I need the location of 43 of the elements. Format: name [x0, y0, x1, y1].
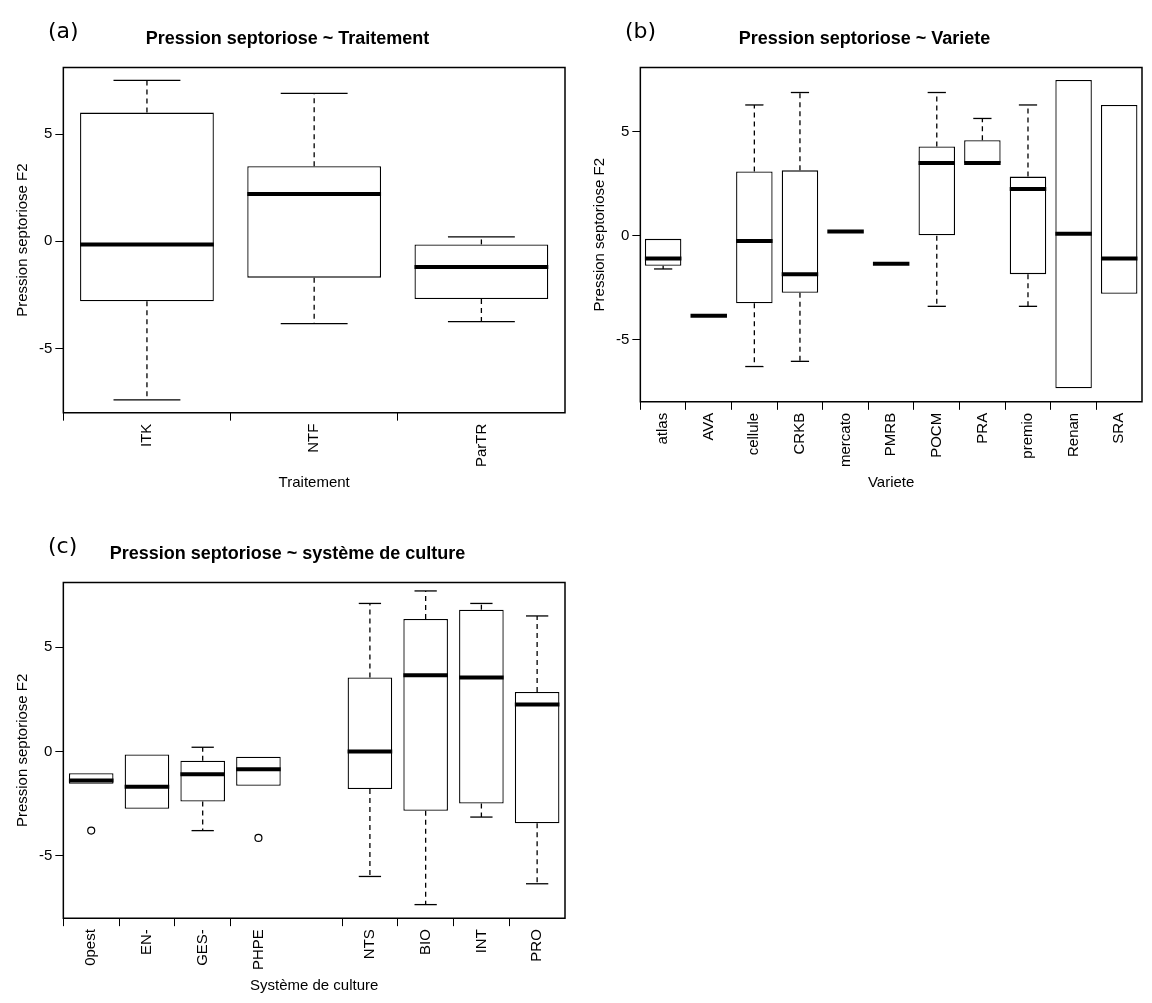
x-tick-label: CRKB	[790, 412, 808, 455]
x-tick-label: premio	[1018, 412, 1036, 459]
chart-title: Pression septoriose ~ Traitement	[145, 27, 430, 48]
x-tick-label: mercato	[835, 412, 853, 467]
x-axis-title: Système de culture	[249, 976, 379, 994]
x-tick-label: PRO	[527, 929, 545, 962]
x-tick-label: SRA	[1109, 412, 1127, 444]
x-tick-label: GES-	[192, 929, 210, 966]
text: (b)	[625, 18, 657, 43]
chart-title: Pression septoriose ~ Variete	[738, 27, 991, 48]
y-axis-title: Pression septoriose F2	[13, 163, 31, 317]
y-tick-label: 5	[43, 124, 53, 142]
y-tick-label: 5	[620, 122, 630, 140]
y-axis-title: Pression septoriose F2	[13, 673, 31, 828]
x-tick-label: AVA	[698, 412, 716, 441]
x-tick-label: cellule	[744, 412, 762, 456]
x-tick-label: PMRB	[881, 412, 899, 457]
x-tick-label: BIO	[415, 929, 433, 955]
x-tick-label: NTS	[360, 929, 378, 960]
x-tick-label: atlas	[653, 412, 671, 445]
x-tick-label: POCM	[926, 412, 944, 458]
y-tick-label: 0	[43, 741, 53, 759]
x-tick-label: PHPE	[248, 929, 266, 971]
x-tick-label: INT	[471, 929, 489, 954]
x-tick-label: 0pest	[81, 928, 99, 966]
x-axis-title: Variete	[867, 473, 915, 491]
chart-title: Pression septoriose ~ système de culture	[109, 542, 466, 563]
y-tick-label: 0	[43, 231, 53, 249]
y-tick-label: -5	[615, 329, 630, 347]
text: (c)	[48, 533, 78, 558]
x-tick-label: EN-	[137, 929, 155, 955]
x-axis-title: Traitement	[278, 473, 351, 491]
y-tick-label: -5	[38, 845, 53, 863]
text: (a)	[48, 18, 79, 43]
x-tick-label: ParTR	[471, 423, 489, 468]
y-tick-label: 5	[43, 637, 53, 655]
y-axis-title: Pression septoriose F2	[590, 158, 608, 312]
y-tick-label: 0	[620, 225, 630, 243]
x-tick-label: PRA	[972, 412, 990, 444]
y-tick-label: -5	[38, 338, 53, 356]
x-tick-label: NTF	[304, 423, 322, 453]
x-tick-label: ITK	[137, 423, 155, 448]
x-tick-label: Renan	[1063, 412, 1081, 458]
